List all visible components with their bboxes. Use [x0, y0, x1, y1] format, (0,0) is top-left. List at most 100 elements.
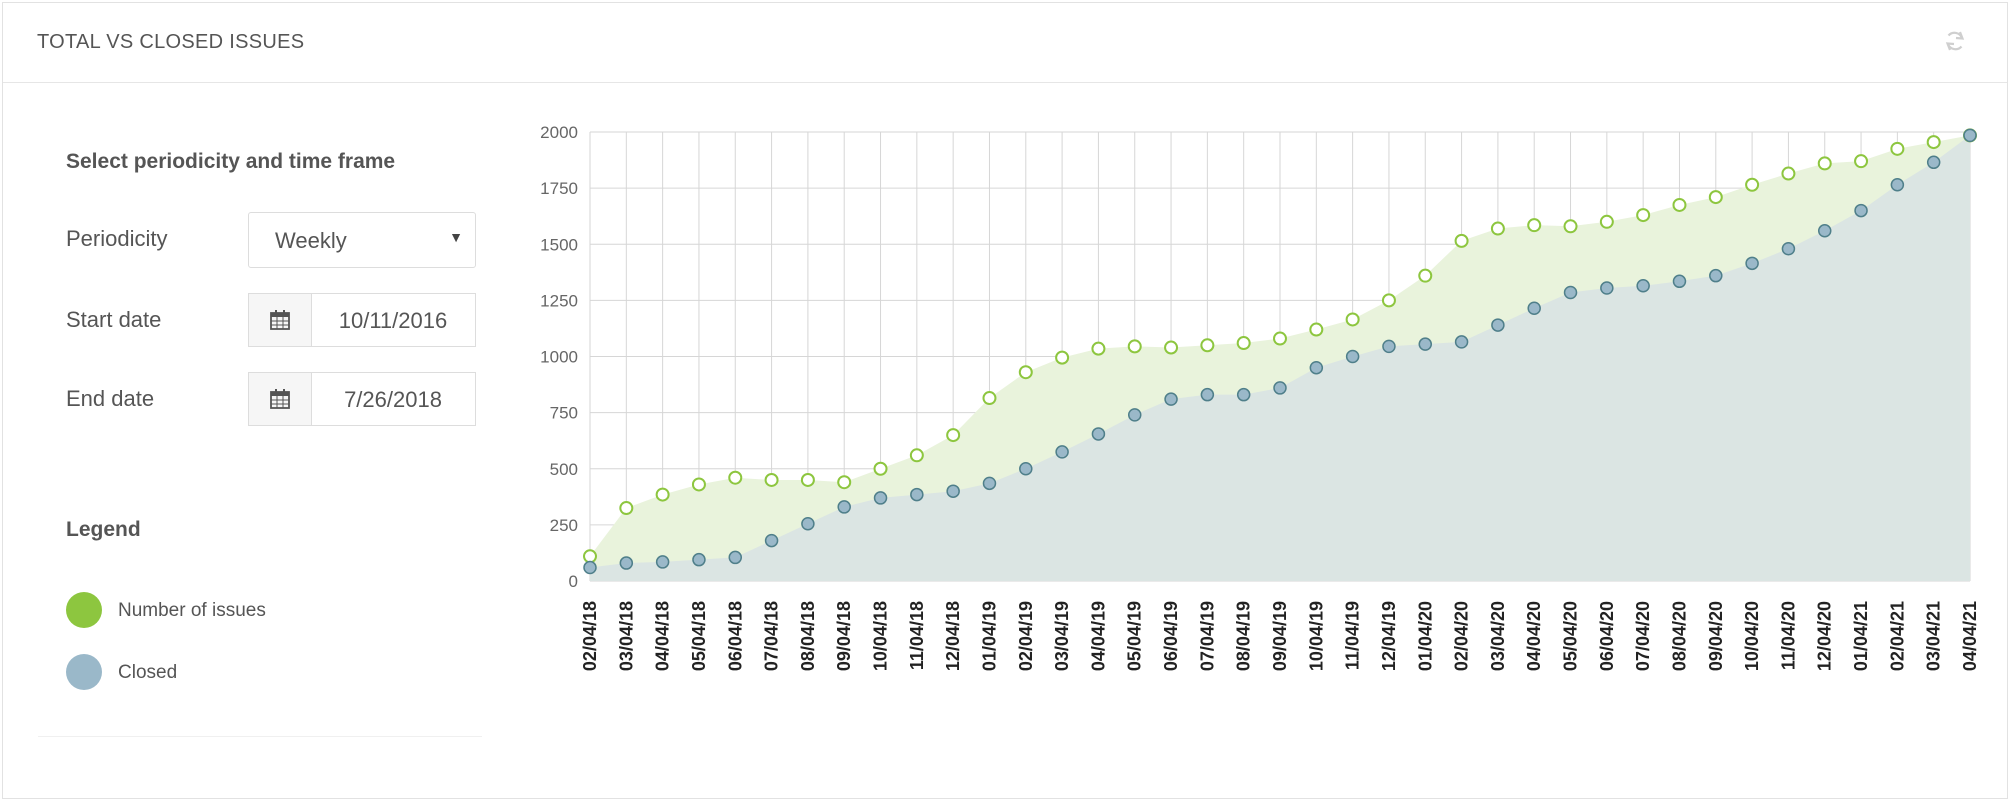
y-tick-label: 500 [550, 460, 578, 479]
x-tick-label: 02/04/18 [580, 601, 600, 671]
x-tick-label: 02/04/20 [1452, 601, 1472, 671]
data-point [1708, 190, 1723, 205]
data-point [1854, 203, 1868, 218]
x-tick-label: 07/04/20 [1633, 601, 1653, 671]
refresh-icon[interactable] [1943, 29, 1967, 53]
data-point [946, 484, 960, 498]
y-tick-label: 1750 [540, 179, 578, 198]
data-point [1273, 331, 1287, 346]
x-tick-label: 01/04/20 [1415, 601, 1435, 671]
y-tick-label: 0 [569, 572, 578, 591]
legend-title: Legend [66, 518, 141, 541]
data-point [1200, 387, 1215, 402]
data-point [1817, 224, 1832, 238]
legend-label: Closed [118, 662, 178, 683]
data-point [1055, 350, 1070, 365]
data-point [1309, 360, 1324, 375]
data-point [1164, 340, 1179, 355]
x-tick-label: 12/04/18 [943, 601, 963, 671]
data-point [691, 477, 706, 492]
x-tick-label: 10/04/20 [1742, 601, 1762, 671]
data-point [619, 501, 634, 516]
series-area [590, 135, 1970, 581]
data-point [1236, 336, 1251, 351]
y-tick-label: 750 [550, 404, 578, 423]
chevron-down-icon: ▼ [449, 229, 463, 245]
data-point [1672, 197, 1687, 212]
data-point [1127, 408, 1142, 422]
data-point [1854, 154, 1869, 169]
data-point [1382, 339, 1396, 354]
data-point [946, 428, 961, 443]
data-point [1781, 166, 1796, 181]
data-point [801, 517, 815, 531]
x-tick-label: 01/04/21 [1851, 601, 1871, 671]
data-point [692, 552, 706, 567]
data-point [1636, 208, 1651, 223]
y-tick-label: 250 [550, 516, 578, 535]
widget-header: TOTAL VS CLOSED ISSUES [3, 3, 2007, 83]
x-tick-label: 08/04/20 [1669, 601, 1689, 671]
start-date-field[interactable]: 10/11/2016 [248, 293, 476, 347]
x-tick-label: 03/04/19 [1052, 601, 1072, 671]
data-point [655, 487, 670, 502]
x-tick-label: 03/04/18 [616, 601, 636, 671]
y-tick-label: 1250 [540, 291, 578, 310]
x-tick-label: 12/04/20 [1815, 601, 1835, 671]
data-point [583, 549, 597, 564]
data-point [764, 472, 779, 487]
data-point [1091, 427, 1106, 441]
legend-swatch [66, 654, 102, 690]
data-point [1127, 339, 1142, 354]
data-point [1273, 381, 1287, 395]
data-point [837, 475, 852, 490]
calendar-icon[interactable] [249, 294, 312, 346]
data-point [982, 476, 997, 491]
data-point [1527, 218, 1542, 233]
data-point [583, 560, 597, 575]
x-tick-label: 12/04/19 [1379, 601, 1399, 671]
data-point [1817, 156, 1832, 171]
data-point [1600, 281, 1614, 295]
data-point [1781, 241, 1796, 256]
x-tick-label: 11/04/18 [907, 601, 927, 670]
data-point [1490, 221, 1505, 236]
x-tick-label: 10/04/19 [1306, 601, 1326, 671]
x-tick-label: 05/04/20 [1561, 601, 1581, 671]
periodicity-value: Weekly [275, 228, 347, 253]
x-tick-label: 01/04/19 [979, 601, 999, 671]
data-point [728, 470, 743, 485]
x-tick-label: 08/04/18 [798, 601, 818, 671]
x-tick-label: 05/04/18 [689, 601, 709, 671]
end-date-label: End date [66, 386, 155, 411]
periodicity-select[interactable]: Weekly ▼ [248, 212, 476, 268]
data-point [1709, 268, 1723, 283]
data-point [1926, 155, 1941, 170]
data-point [1418, 268, 1433, 283]
calendar-icon[interactable] [249, 373, 312, 425]
data-point [910, 487, 924, 502]
end-date-field[interactable]: 7/26/2018 [248, 372, 476, 426]
x-tick-label: 09/04/18 [834, 601, 854, 671]
x-tick-label: 02/04/21 [1887, 601, 1907, 671]
y-tick-label: 2000 [540, 123, 578, 142]
data-point [1926, 135, 1941, 150]
start-date-value[interactable]: 10/11/2016 [338, 308, 448, 333]
data-point [873, 491, 888, 505]
data-point [764, 533, 779, 548]
x-tick-label: 07/04/18 [762, 601, 782, 671]
data-point [1381, 293, 1396, 308]
end-date-value[interactable]: 7/26/2018 [344, 387, 442, 412]
x-tick-label: 11/04/19 [1343, 601, 1363, 670]
data-point [619, 556, 634, 570]
data-point [1164, 392, 1178, 406]
data-point [1309, 322, 1324, 337]
data-point [800, 472, 815, 487]
data-point [1563, 285, 1578, 300]
data-point [1091, 341, 1106, 356]
data-point [1599, 214, 1614, 229]
legend-swatch [66, 592, 102, 628]
x-tick-label: 05/04/19 [1125, 601, 1145, 671]
x-tick-label: 06/04/18 [725, 601, 745, 671]
data-point [982, 391, 997, 406]
